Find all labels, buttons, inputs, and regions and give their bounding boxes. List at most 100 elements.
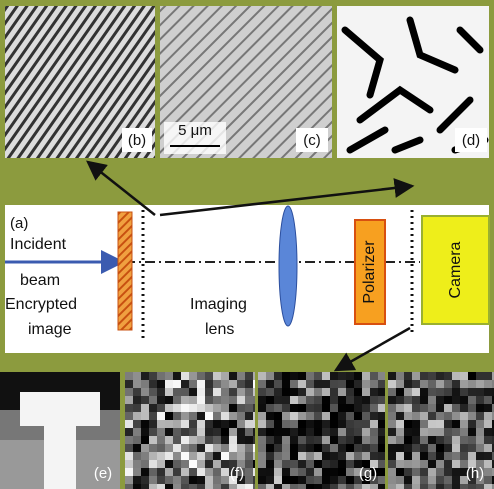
pixel <box>338 476 346 484</box>
pixel <box>205 436 213 444</box>
pixel <box>181 468 189 476</box>
pixel <box>213 444 221 452</box>
pixel <box>165 484 173 489</box>
pixel <box>404 380 412 388</box>
panel-label: (b) <box>128 132 146 149</box>
pixel <box>274 396 282 404</box>
pixel <box>378 396 385 404</box>
pixel <box>245 476 253 484</box>
pixel <box>452 404 460 412</box>
pixel <box>133 444 141 452</box>
pixel <box>468 404 476 412</box>
pixel <box>298 372 306 380</box>
pixel <box>492 372 494 380</box>
pixel <box>444 436 452 444</box>
pixel <box>157 460 165 468</box>
pixel <box>330 436 338 444</box>
pixel <box>420 476 428 484</box>
pixel <box>274 452 282 460</box>
pixel <box>229 428 237 436</box>
pixel <box>197 444 205 452</box>
pixel <box>290 396 298 404</box>
pixel <box>133 452 141 460</box>
pixel <box>420 372 428 380</box>
pixel <box>396 404 404 412</box>
pixel <box>444 412 452 420</box>
pixel <box>181 420 189 428</box>
pixel <box>354 380 362 388</box>
panel-label: (h) <box>466 465 484 482</box>
pixel <box>258 396 266 404</box>
pixel <box>181 436 189 444</box>
pixel <box>282 468 290 476</box>
pixel <box>290 428 298 436</box>
pixel <box>396 444 404 452</box>
pixel <box>492 380 494 388</box>
pixel <box>322 388 330 396</box>
pixel <box>362 484 370 489</box>
pixel <box>221 396 229 404</box>
pixel <box>149 396 157 404</box>
pixel <box>205 404 213 412</box>
pixel <box>290 460 298 468</box>
pixel <box>274 412 282 420</box>
pixel <box>362 388 370 396</box>
pixel <box>141 476 149 484</box>
pixel <box>253 372 255 380</box>
pixel <box>492 412 494 420</box>
pixel <box>253 468 255 476</box>
pixel <box>189 380 197 388</box>
pixel <box>362 404 370 412</box>
pixel <box>266 460 274 468</box>
pixel <box>476 444 484 452</box>
pixel <box>346 460 354 468</box>
pixel <box>189 468 197 476</box>
pixel <box>213 396 221 404</box>
pixel <box>245 436 253 444</box>
pixel <box>388 396 396 404</box>
pixel <box>245 452 253 460</box>
pixel <box>165 380 173 388</box>
pixel <box>173 428 181 436</box>
pixel <box>141 396 149 404</box>
pixel <box>388 476 396 484</box>
pixel <box>404 404 412 412</box>
pixel <box>362 436 370 444</box>
pixel <box>378 476 385 484</box>
pixel <box>141 404 149 412</box>
pixel <box>338 404 346 412</box>
pixel <box>274 372 282 380</box>
pixel <box>436 396 444 404</box>
pixel <box>412 460 420 468</box>
pixel <box>338 436 346 444</box>
pixel <box>322 420 330 428</box>
pixel <box>314 412 322 420</box>
pixel <box>274 420 282 428</box>
pixel <box>205 388 213 396</box>
pixel <box>165 420 173 428</box>
pixel <box>460 460 468 468</box>
pixel <box>181 388 189 396</box>
pixel <box>444 444 452 452</box>
pixel <box>298 444 306 452</box>
pixel <box>420 404 428 412</box>
pixel <box>229 468 237 476</box>
pixel <box>189 404 197 412</box>
pixel <box>354 412 362 420</box>
pixel <box>213 452 221 460</box>
pixel <box>444 388 452 396</box>
pixel <box>370 372 378 380</box>
pixel <box>157 452 165 460</box>
pixel <box>189 428 197 436</box>
pixel <box>282 396 290 404</box>
pixel <box>428 396 436 404</box>
pixel <box>492 468 494 476</box>
pixel <box>165 452 173 460</box>
pixel <box>237 372 245 380</box>
pixel <box>149 412 157 420</box>
pixel <box>388 404 396 412</box>
pixel <box>253 388 255 396</box>
pixel <box>237 380 245 388</box>
pixel <box>266 476 274 484</box>
pixel <box>197 436 205 444</box>
